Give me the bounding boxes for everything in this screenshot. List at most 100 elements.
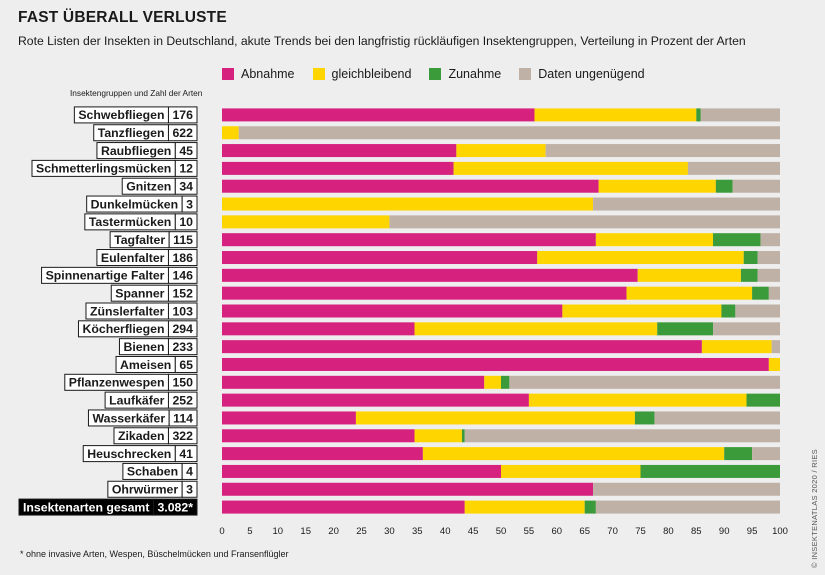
category-name-schwebfliegen: Schwebfliegen (78, 108, 164, 122)
bar-tastermuecken-ungenuegend (389, 215, 780, 229)
bar-spinnenartige-falter-ungenuegend (757, 268, 780, 282)
bar-schwebfliegen-gleichbleibend (534, 108, 697, 122)
bar-insektenarten-gesamt-abnahme (222, 500, 465, 514)
bar-bienen-ungenuegend (771, 340, 780, 354)
bar-schmetterlingsmuecken-abnahme (222, 161, 454, 175)
category-name-tastermuecken: Tastermücken (89, 215, 171, 229)
bar-insektenarten-gesamt-zunahme (584, 500, 596, 514)
bar-eulenfalter-ungenuegend (757, 251, 780, 265)
bar-wasserkaefer-zunahme (634, 411, 655, 425)
bar-schwebfliegen-zunahme (696, 108, 701, 122)
bar-zikaden-ungenuegend (464, 429, 780, 443)
bar-tagfalter-zunahme (713, 233, 761, 247)
x-tick-label: 60 (552, 526, 563, 537)
bar-wasserkaefer-ungenuegend (654, 411, 780, 425)
category-count-box (167, 320, 198, 338)
legend-item-zunahme: Zunahme (429, 67, 501, 81)
category-name-schmetterlingsmuecken: Schmetterlingsmücken (36, 162, 171, 176)
bar-schwebfliegen-abnahme (222, 108, 535, 122)
chart-subtitle: Rote Listen der Insekten in Deutschland,… (18, 34, 746, 48)
category-count-dunkelmuecken: 3 (186, 197, 193, 211)
x-tick-label: 35 (412, 526, 423, 537)
category-count-schwebfliegen: 176 (172, 108, 193, 122)
legend-label-abnahme: Abnahme (241, 67, 295, 81)
category-count-box (174, 213, 198, 231)
bar-schwebfliegen-ungenuegend (700, 108, 780, 122)
category-count-box (174, 445, 198, 463)
bar-schaben-zunahme (640, 464, 780, 478)
bar-laufkaefer-abnahme (222, 393, 529, 407)
x-tick-label: 45 (468, 526, 479, 537)
bar-koecherfliegen-zunahme (657, 322, 714, 336)
category-count-laufkaefer: 252 (172, 393, 193, 407)
bar-raubfliegen-gleichbleibend (456, 144, 546, 158)
category-count-box (174, 355, 198, 373)
x-tick-label: 85 (691, 526, 702, 537)
x-tick-label: 90 (719, 526, 730, 537)
bar-bienen-abnahme (222, 340, 702, 354)
x-tick-label: 80 (663, 526, 674, 537)
category-count-gnitzen: 34 (179, 180, 193, 194)
category-count-insektenarten-gesamt: 3.082* (157, 500, 193, 514)
category-name-raubfliegen: Raubfliegen (101, 144, 171, 158)
bar-tanzfliegen-ungenuegend (238, 126, 781, 140)
category-count-box (168, 409, 198, 427)
category-name-koecherfliegen: Köcherfliegen (82, 322, 164, 336)
bar-schaben-abnahme (222, 464, 501, 478)
x-tick-label: 100 (772, 526, 788, 537)
bar-pflanzenwespen-zunahme (501, 375, 510, 389)
bar-schmetterlingsmuecken-ungenuegend (687, 161, 780, 175)
category-name-zuenslerfalter: Zünslerfalter (90, 304, 165, 318)
category-count-box (167, 302, 198, 320)
category-name-zikaden: Zikaden (118, 429, 164, 443)
bar-pflanzenwespen-ungenuegend (509, 375, 780, 389)
bar-tastermuecken-gleichbleibend (222, 215, 390, 229)
category-count-zikaden: 322 (172, 429, 193, 443)
bar-ohrwuermer-abnahme (222, 482, 594, 496)
bar-zuenslerfalter-ungenuegend (735, 304, 780, 318)
category-count-bienen: 233 (172, 340, 193, 354)
x-tick-label: 10 (273, 526, 284, 537)
category-count-schmetterlingsmuecken: 12 (179, 162, 193, 176)
column-header: Insektengruppen und Zahl der Arten (70, 88, 203, 98)
legend-swatch-abnahme (222, 68, 234, 80)
bar-gnitzen-ungenuegend (732, 179, 780, 193)
x-tick-label: 0 (219, 526, 224, 537)
bar-zuenslerfalter-abnahme (222, 304, 563, 318)
legend-swatch-zunahme (429, 68, 442, 80)
category-name-eulenfalter: Eulenfalter (101, 251, 165, 265)
bar-laufkaefer-gleichbleibend (528, 393, 747, 407)
category-count-spanner: 152 (172, 286, 193, 300)
bar-koecherfliegen-abnahme (222, 322, 415, 336)
category-name-schaben: Schaben (127, 465, 178, 479)
x-tick-label: 55 (524, 526, 535, 537)
category-count-box (174, 177, 198, 195)
bar-zuenslerfalter-gleichbleibend (562, 304, 722, 318)
legend-label-ungenuegend: Daten ungenügend (538, 67, 645, 81)
x-tick-label: 70 (607, 526, 618, 537)
bar-ameisen-abnahme (222, 357, 769, 371)
bar-zikaden-gleichbleibend (414, 429, 462, 443)
bar-zikaden-abnahme (222, 429, 415, 443)
x-tick-label: 75 (635, 526, 646, 537)
category-name-tanzfliegen: Tanzfliegen (98, 126, 165, 140)
category-count-box (174, 142, 198, 160)
category-count-box (167, 124, 198, 142)
category-name-heuschrecken: Heuschrecken (87, 447, 171, 461)
category-count-box (167, 338, 198, 356)
bar-schmetterlingsmuecken-gleichbleibend (453, 161, 688, 175)
category-count-wasserkaefer: 114 (173, 411, 193, 425)
category-count-zuenslerfalter: 103 (172, 304, 193, 318)
category-name-spinnenartige-falter: Spinnenartige Falter (46, 269, 165, 283)
x-tick-label: 50 (496, 526, 507, 537)
bar-heuschrecken-zunahme (724, 447, 753, 461)
bar-insektenarten-gesamt-ungenuegend (595, 500, 780, 514)
bar-eulenfalter-zunahme (743, 251, 758, 265)
category-count-heuschrecken: 41 (179, 447, 193, 461)
category-count-box (152, 498, 198, 516)
bar-bienen-gleichbleibend (701, 340, 772, 354)
category-count-box (167, 266, 198, 284)
legend-label-gleichbleibend: gleichbleibend (331, 67, 412, 81)
bar-raubfliegen-ungenuegend (545, 144, 780, 158)
